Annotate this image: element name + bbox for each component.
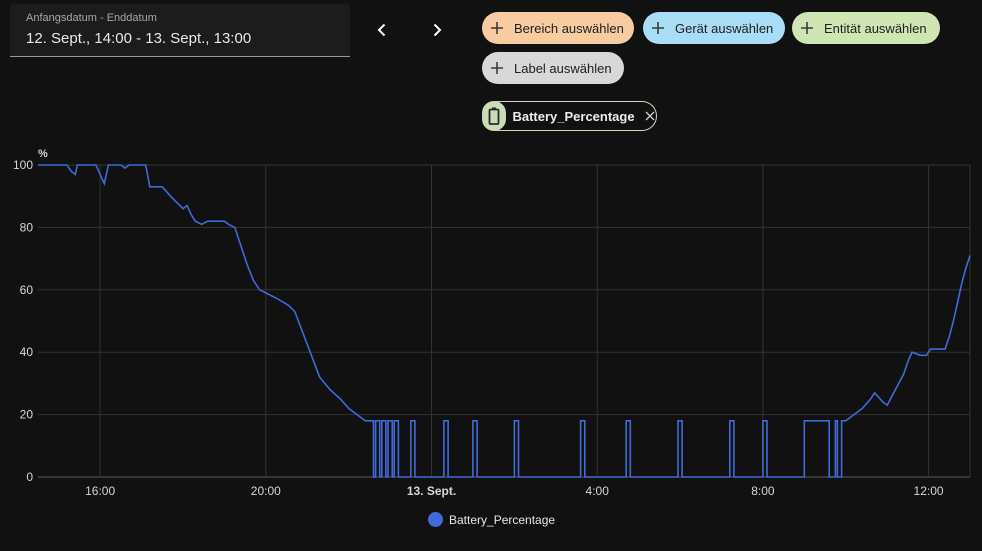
x-tick-label: 20:00: [251, 484, 281, 498]
selected-entity-name: Battery_Percentage: [512, 108, 635, 124]
entity-badge: [482, 101, 507, 131]
select-entity-chip[interactable]: Entität auswählen: [792, 12, 940, 44]
select-area-label: Bereich auswählen: [514, 20, 624, 36]
selected-entity-chip[interactable]: Battery_Percentage: [482, 101, 657, 131]
select-entity-label: Entität auswählen: [824, 20, 927, 36]
chart-grid: [38, 164, 971, 478]
x-tick-label: 4:00: [586, 484, 610, 498]
plus-icon: [649, 19, 667, 37]
select-area-chip[interactable]: Bereich auswählen: [482, 12, 634, 44]
date-range-field[interactable]: Anfangsdatum - Enddatum 12. Sept., 14:00…: [10, 4, 350, 57]
date-range-value: 12. Sept., 14:00 - 13. Sept., 13:00: [26, 30, 252, 47]
y-tick-label: 80: [20, 220, 34, 234]
plus-icon: [488, 59, 506, 77]
date-range-label: Anfangsdatum - Enddatum: [26, 12, 157, 24]
battery-percentage-line: [38, 164, 971, 478]
chart-legend[interactable]: Battery_Percentage: [428, 512, 555, 527]
y-tick-label: 20: [20, 408, 34, 422]
chevron-left-icon: [377, 23, 386, 37]
legend-color-dot: [428, 512, 443, 527]
select-device-chip[interactable]: Gerät auswählen: [643, 12, 785, 44]
y-tick-label: 60: [20, 283, 34, 297]
previous-period-button[interactable]: [366, 14, 398, 46]
y-axis: 0 20 40 60 80 100: [13, 158, 33, 484]
legend-label: Battery_Percentage: [449, 512, 556, 527]
y-tick-label: 100: [13, 158, 33, 172]
x-tick-label: 12:00: [914, 484, 944, 498]
x-tick-label: 8:00: [751, 484, 775, 498]
battery-icon: [488, 107, 500, 125]
plus-icon: [798, 19, 816, 37]
remove-entity-button[interactable]: [645, 109, 656, 123]
chevron-right-icon: [433, 23, 442, 37]
select-label-chip[interactable]: Label auswählen: [482, 52, 624, 84]
select-device-label: Gerät auswählen: [675, 20, 774, 36]
battery-history-chart[interactable]: 0 20 40 60 80 100 16:00 20:00 13. Sept. 4:00 8:00…: [0, 140, 982, 500]
close-icon: [645, 111, 655, 121]
y-tick-label: 40: [20, 345, 34, 359]
x-tick-label: 16:00: [85, 484, 115, 498]
y-axis-label: %: [38, 148, 48, 160]
x-tick-label: 13. Sept.: [407, 484, 456, 498]
select-label-label: Label auswählen: [514, 60, 612, 76]
next-period-button[interactable]: [421, 14, 453, 46]
plus-icon: [488, 19, 506, 37]
x-axis: 16:00 20:00 13. Sept. 4:00 8:00 12:00: [85, 484, 944, 498]
y-tick-label: 0: [26, 470, 33, 484]
